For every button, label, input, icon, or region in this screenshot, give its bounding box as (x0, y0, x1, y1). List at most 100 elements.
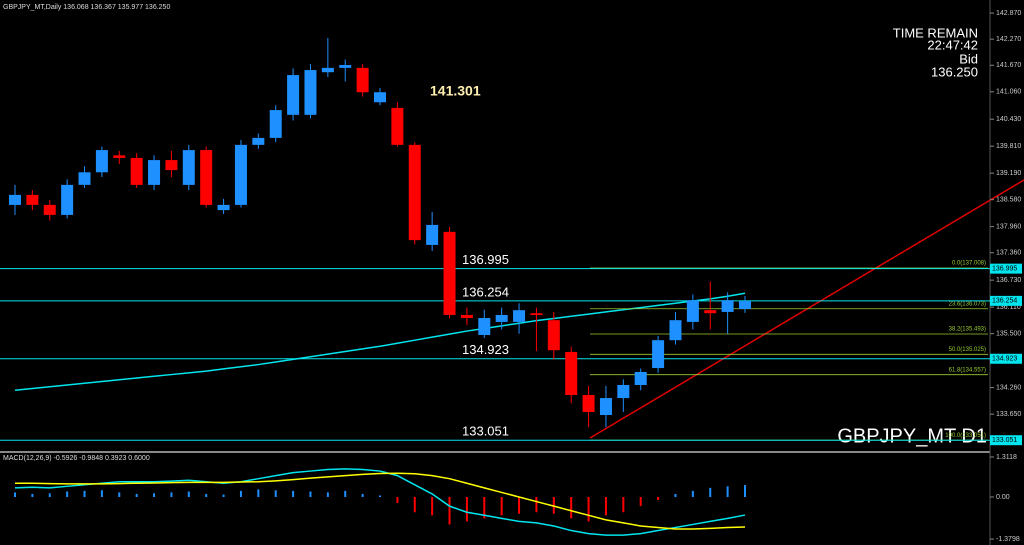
macd-bar (153, 493, 156, 497)
candle-body (721, 300, 734, 312)
macd-bar (604, 496, 607, 516)
price-level-label: 133.051 (462, 424, 509, 439)
y-tick-label: 139.810 (996, 143, 1021, 150)
y-tick-label: 142.270 (996, 36, 1021, 43)
y-tick-label: 1.3118 (996, 454, 1017, 461)
candle-body (252, 137, 265, 145)
macd-bar (657, 496, 660, 501)
candle-body (391, 107, 404, 145)
candle-body (686, 300, 699, 322)
y-tick-label: -1.3798 (996, 536, 1020, 543)
candle-body (669, 320, 682, 341)
macd-label: MACD(12,26,9) -0.5926 -0.9848 0.3923 0.6… (3, 455, 150, 462)
candle-body (339, 65, 352, 68)
macd-bar (100, 490, 103, 497)
candle-body (634, 371, 647, 386)
macd-bar (396, 496, 399, 504)
macd-bar (674, 493, 677, 497)
y-tick-label: 142.870 (996, 10, 1021, 17)
candle-body (652, 340, 665, 369)
price-level-label: 136.995 (462, 252, 509, 267)
candle-body (426, 224, 439, 245)
candle-body (43, 204, 56, 215)
candle-body (234, 144, 247, 205)
candle-body (113, 155, 126, 158)
candle-body (287, 75, 300, 115)
candle-body (443, 231, 456, 315)
fib-label: 61.8(134.557) (949, 367, 986, 373)
macd-bar (465, 496, 468, 522)
macd-bar (483, 496, 486, 519)
fib-label: 23.6(136.073) (949, 301, 986, 307)
candle-body (26, 194, 39, 205)
candle-body (408, 144, 421, 241)
macd-bar (31, 493, 34, 497)
macd-bar (639, 496, 642, 507)
macd-bar (205, 493, 208, 497)
y-tick-label: 137.360 (996, 250, 1021, 257)
bid: 136.250 (931, 64, 978, 79)
y-tick-label: 136.730 (996, 277, 1021, 284)
candle-body (130, 157, 143, 185)
price-level-box-label: 133.051 (992, 437, 1017, 444)
candle-body (304, 70, 317, 115)
macd-bar (118, 492, 121, 497)
candle-body (617, 385, 630, 399)
candle-body (739, 301, 751, 309)
price-level-label: 136.254 (462, 284, 509, 299)
macd-bar (292, 490, 295, 497)
price-level-box (990, 435, 1022, 446)
y-tick-label: 140.430 (996, 116, 1021, 123)
timer: 22:47:42 (927, 37, 978, 52)
fib-label: 38.2(135.493) (949, 327, 986, 333)
macd-bar (691, 490, 694, 497)
candle-body (148, 160, 161, 185)
macd-bar (587, 496, 590, 522)
macd-bar (170, 492, 173, 497)
fib-label: 100.0(133.051) (945, 433, 986, 439)
candle-body (530, 313, 543, 315)
price-level-box-label: 136.995 (992, 265, 1017, 272)
bid-label: Bid (959, 51, 978, 66)
price-level-box (990, 263, 1022, 274)
price-level-box-label: 134.923 (992, 356, 1017, 363)
fib-label: 50.0(135.025) (949, 347, 986, 353)
y-tick-label: 134.260 (996, 384, 1021, 391)
macd-bar (83, 490, 86, 497)
candle-body (356, 67, 369, 93)
y-tick-label: 138.580 (996, 197, 1021, 204)
candle-body (513, 310, 526, 322)
timer-label: TIME REMAIN (893, 25, 978, 40)
macd-bar (431, 496, 434, 516)
candle-body (547, 320, 560, 351)
chart-header: GBPJPY_MT,Daily 136.068 136.367 135.977 … (3, 4, 170, 11)
macd-bar (222, 494, 225, 497)
y-tick-label: 135.500 (996, 331, 1021, 338)
candle-body (565, 351, 578, 396)
candle-body (182, 150, 195, 185)
macd-bar (274, 490, 277, 497)
macd-bar (570, 496, 573, 519)
candle-body (61, 184, 74, 215)
y-tick-label: 136.110 (996, 304, 1021, 311)
y-tick-label: 141.060 (996, 89, 1021, 96)
signal-line (15, 472, 746, 530)
candle-body (599, 398, 612, 416)
candle-body (495, 314, 508, 322)
y-tick-label: 137.960 (996, 223, 1021, 230)
symbol-label: GBPJPY_MT D1 (837, 425, 987, 447)
macd-bar (48, 493, 51, 497)
candle-body (478, 318, 491, 335)
candle-body (165, 160, 178, 171)
macd-bar (518, 496, 521, 514)
macd-bar (709, 487, 712, 497)
candle-body (217, 204, 230, 211)
fib-label: 0.0(137.008) (952, 261, 986, 267)
macd-bar (239, 490, 242, 497)
price-level-box (990, 353, 1022, 364)
y-tick-label: 139.190 (996, 170, 1021, 177)
macd-bar (500, 496, 503, 516)
candle-body (269, 110, 282, 138)
macd-bar (448, 496, 451, 525)
